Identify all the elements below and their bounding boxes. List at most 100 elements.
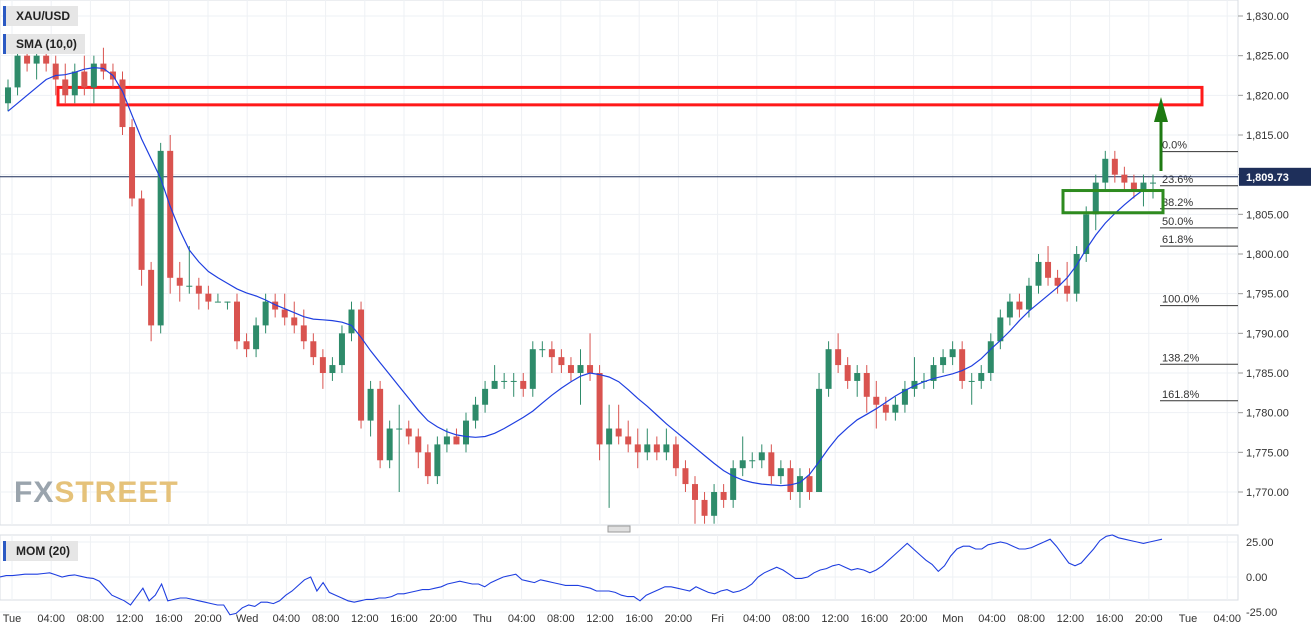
candle-body: [606, 428, 613, 445]
y-tick-label: 1,820.00: [1246, 90, 1289, 102]
y-tick-label: 1,775.00: [1246, 447, 1289, 459]
candle-body: [558, 357, 565, 366]
y-tick-label: 1,805.00: [1246, 209, 1289, 221]
candle-body: [176, 277, 183, 286]
candle-body: [1150, 182, 1156, 184]
x-tick-label: 08:00: [312, 613, 340, 625]
candle-body: [901, 388, 908, 405]
candle-body: [463, 420, 469, 445]
candle-body: [234, 301, 240, 342]
x-tick-label: 04:00: [1213, 613, 1241, 625]
fxstreet-watermark: FXSTREET: [14, 476, 179, 510]
candle-body: [1121, 174, 1128, 183]
candle-body: [653, 444, 660, 453]
x-tick-label: 20:00: [900, 613, 928, 625]
mom-tick-label: 25.00: [1246, 537, 1274, 549]
candle-body: [577, 365, 584, 373]
candle-body: [310, 341, 317, 358]
candle-body: [959, 349, 966, 381]
fib-level-label: 161.8%: [1162, 389, 1200, 401]
candle-body: [968, 380, 975, 382]
candle-body: [930, 365, 937, 381]
candle-body: [1083, 214, 1090, 254]
sma-line: [7, 66, 1144, 487]
candle-body: [701, 499, 708, 516]
candle-body: [434, 444, 441, 477]
x-tick-label: 16:00: [625, 613, 653, 625]
fib-level-label: 61.8%: [1162, 234, 1193, 246]
y-tick-label: 1,795.00: [1246, 289, 1289, 301]
candle-body: [205, 293, 212, 302]
candle-body: [443, 436, 450, 445]
y-tick-label: 1,830.00: [1246, 11, 1289, 23]
candle-body: [386, 428, 393, 461]
candle-body: [1045, 261, 1052, 278]
candle-body: [138, 198, 145, 270]
candle-body: [1130, 182, 1137, 191]
candle-body: [854, 373, 861, 381]
candle-body: [520, 380, 527, 389]
watermark-street: STREET: [54, 476, 179, 509]
candle-body: [291, 317, 298, 326]
x-tick-label: 08:00: [547, 613, 575, 625]
candle-body: [90, 63, 97, 88]
candle-body: [634, 444, 641, 453]
candle-body: [1073, 254, 1080, 294]
sma-indicator-tag: SMA (10,0): [3, 34, 85, 54]
price-panel: [0, 0, 1239, 526]
candle-body: [835, 349, 842, 366]
y-tick-label: 1,780.00: [1246, 408, 1289, 420]
candle-body: [148, 269, 155, 326]
candle-body: [43, 55, 50, 64]
candle-body: [71, 71, 78, 96]
candle-body: [987, 341, 994, 373]
y-tick-label: 1,800.00: [1246, 249, 1289, 261]
x-tick-label: Tue: [1179, 613, 1198, 625]
momentum-indicator-tag: MOM (20): [3, 541, 78, 561]
fib-level-label: 50.0%: [1162, 216, 1193, 228]
candle-body: [214, 301, 221, 303]
candle-body: [224, 301, 231, 303]
y-tick-label: 1,790.00: [1246, 328, 1289, 340]
x-tick-label: 04:00: [273, 613, 301, 625]
candle-body: [672, 444, 679, 469]
candle-body: [997, 317, 1004, 342]
mom-tick-label: 0.00: [1246, 572, 1267, 584]
candle-body: [806, 476, 813, 492]
candle-body: [873, 396, 880, 405]
candle-body: [281, 309, 288, 318]
candle-body: [405, 428, 412, 437]
x-tick-label: 20:00: [429, 613, 457, 625]
x-tick-label: 04:00: [743, 613, 771, 625]
fib-level-label: 100.0%: [1162, 294, 1200, 306]
candle-body: [825, 349, 832, 389]
candle-body: [119, 79, 126, 128]
candle-body: [81, 71, 88, 88]
candle-body: [377, 388, 384, 461]
candle-body: [663, 444, 670, 453]
y-tick-label: 1,785.00: [1246, 368, 1289, 380]
current-price-label: 1,809.73: [1246, 172, 1289, 184]
candle-body: [52, 63, 59, 80]
candle-body: [348, 309, 355, 334]
candle-body: [682, 468, 689, 485]
x-tick-label: 04:00: [978, 613, 1006, 625]
candle-body: [338, 333, 345, 366]
x-tick-label: 16:00: [1096, 613, 1124, 625]
fib-level-label: 23.6%: [1162, 174, 1193, 186]
candle-body: [758, 452, 765, 461]
x-tick-label: 12:00: [821, 613, 849, 625]
candle-body: [243, 341, 250, 350]
candle-body: [692, 484, 698, 500]
candle-body: [1016, 301, 1023, 310]
candle-body: [796, 476, 803, 492]
candle-body: [1111, 158, 1118, 175]
candle-body: [396, 428, 403, 430]
watermark-fx: FX: [14, 476, 55, 509]
x-tick-label: Wed: [236, 613, 258, 625]
candle-body: [1092, 182, 1099, 215]
candle-body: [453, 436, 460, 445]
current-price-tag: [1239, 167, 1311, 186]
x-tick-label: 08:00: [1017, 613, 1045, 625]
